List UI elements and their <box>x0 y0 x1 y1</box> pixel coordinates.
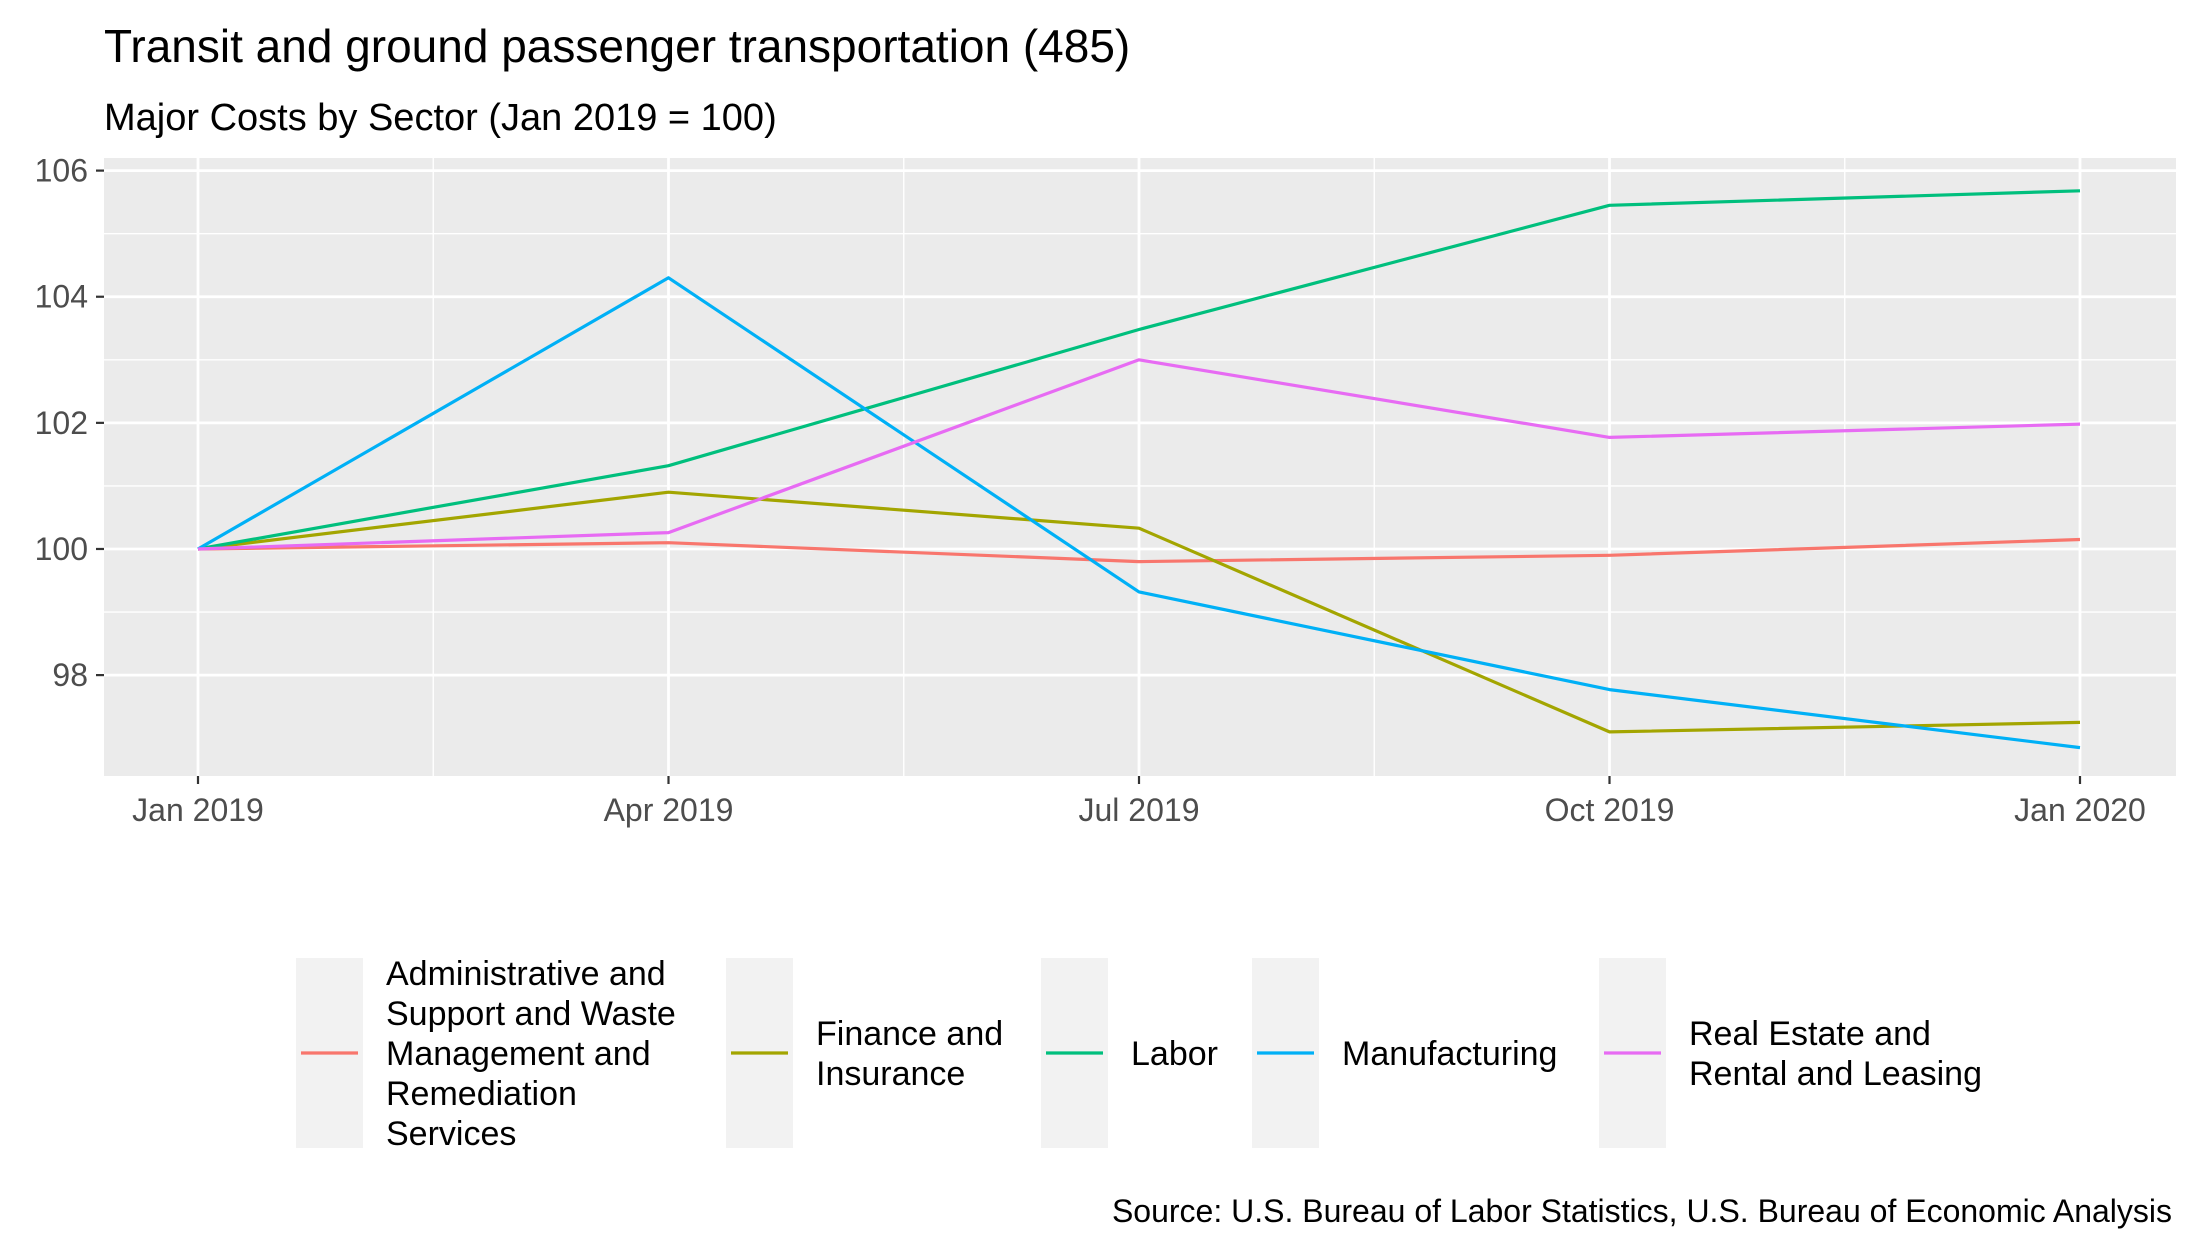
legend-label: Real Estate and <box>1689 1015 1931 1053</box>
y-tick-label: 98 <box>52 657 88 693</box>
x-tick-label: Jul 2019 <box>1079 792 1200 828</box>
x-tick-label: Jan 2020 <box>2014 792 2146 828</box>
legend-label: Support and Waste <box>386 995 676 1033</box>
x-tick-label: Jan 2019 <box>132 792 264 828</box>
legend-label: Administrative and <box>386 955 666 993</box>
series-line <box>197 490 2081 734</box>
series-line <box>197 358 2081 551</box>
legend-label: Remediation <box>386 1075 577 1113</box>
chart-subtitle: Major Costs by Sector (Jan 2019 = 100) <box>104 97 777 139</box>
chart-caption: Source: U.S. Bureau of Labor Statistics,… <box>1112 1193 2172 1229</box>
series-lines <box>197 189 2081 750</box>
legend-label: Management and <box>386 1035 651 1073</box>
y-tick-label: 106 <box>35 153 88 189</box>
x-tick-label: Apr 2019 <box>604 792 734 828</box>
legend-label: Finance and <box>816 1015 1003 1053</box>
series-line <box>197 537 2081 564</box>
legend-label: Insurance <box>816 1055 965 1093</box>
legend-label: Services <box>386 1115 516 1153</box>
legend-label: Manufacturing <box>1342 1035 1557 1073</box>
y-axis: 98 100 102 104 106 <box>35 153 104 693</box>
legend-label: Labor <box>1131 1035 1218 1073</box>
chart-title: Transit and ground passenger transportat… <box>104 20 1130 72</box>
legend-label: Rental and Leasing <box>1689 1055 1982 1093</box>
x-axis: Jan 2019 Apr 2019 Jul 2019 Oct 2019 Jan 2020 <box>132 776 2146 828</box>
series-line <box>197 276 2081 750</box>
series-line <box>197 189 2081 551</box>
y-tick-label: 100 <box>35 531 88 567</box>
x-tick-label: Oct 2019 <box>1545 792 1675 828</box>
y-tick-label: 102 <box>35 405 88 441</box>
y-tick-label: 104 <box>35 279 88 315</box>
